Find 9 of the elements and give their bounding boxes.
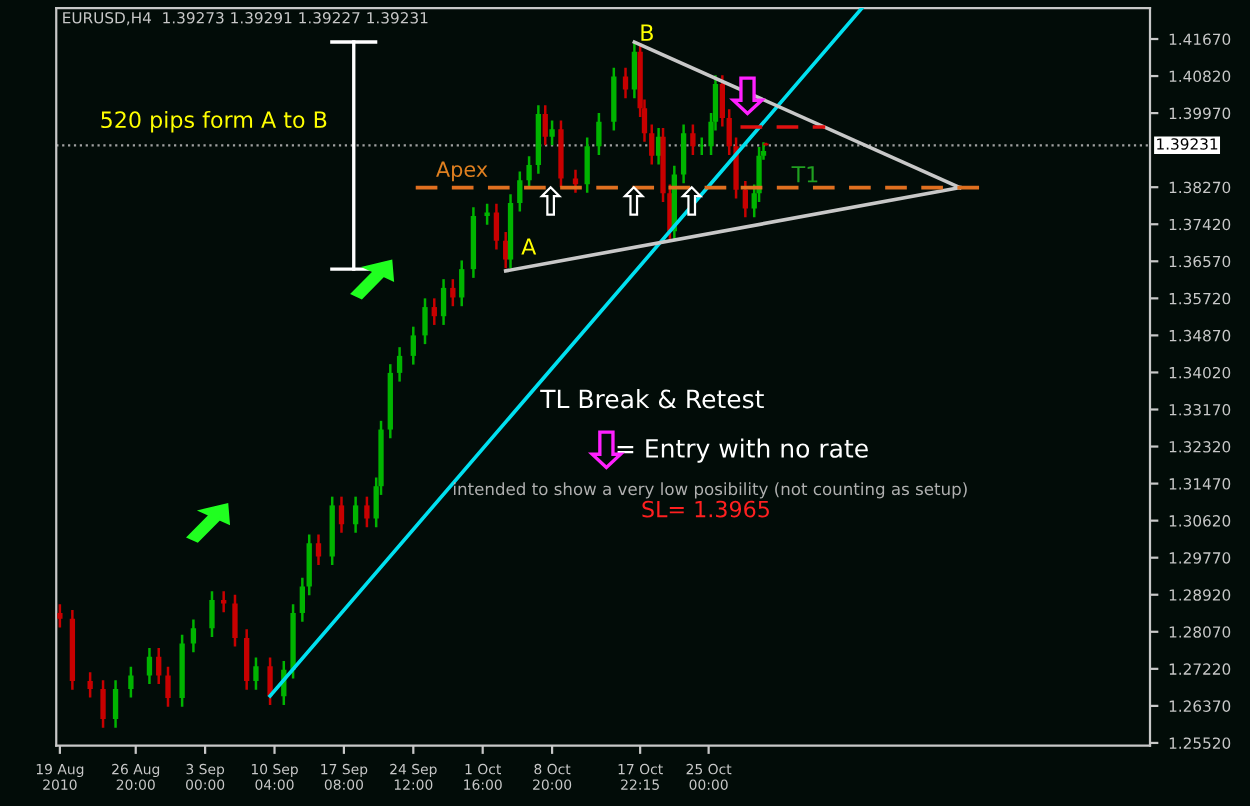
annotation: SL= 1.3965 [642,500,769,518]
annotation: intended to show a very low posibility (not counting as setup) [453,482,967,499]
annotation: = Entry with no rate [617,438,868,463]
annotation: B [641,24,653,41]
annotation: Apex [436,161,488,182]
annotation: 520 pips form A to B [101,110,327,133]
annotation: A [521,238,537,255]
annotation: TL Break & Retest [540,389,764,409]
annotation: T1 [791,166,818,183]
